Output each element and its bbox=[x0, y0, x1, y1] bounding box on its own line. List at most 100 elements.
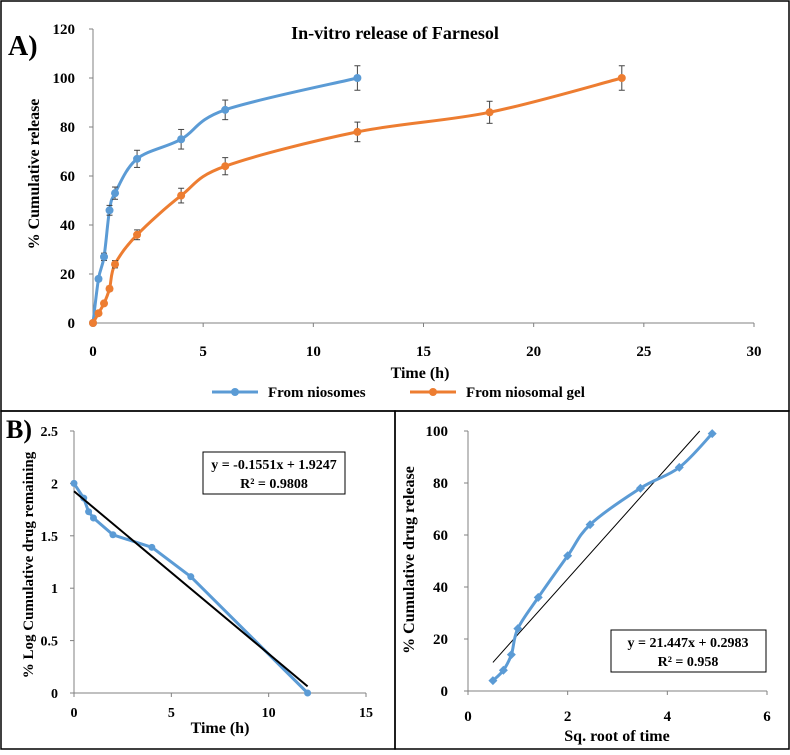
x-tick-label: 15 bbox=[359, 706, 373, 721]
data-point bbox=[100, 299, 109, 308]
trendline bbox=[73, 490, 309, 688]
data-point bbox=[674, 462, 684, 472]
data-point bbox=[221, 162, 230, 171]
series-from-niosomes bbox=[89, 65, 362, 327]
data-point bbox=[187, 573, 195, 581]
chart-b1-equation-box: y = -0.1551x + 1.9247 R² = 0.9808 bbox=[202, 451, 346, 495]
data-point bbox=[70, 479, 78, 487]
chart-b1-xlabel: Time (h) bbox=[191, 720, 250, 737]
y-tick-label: 60 bbox=[60, 169, 75, 185]
data-point bbox=[177, 191, 186, 200]
data-point bbox=[89, 514, 97, 522]
data-point bbox=[617, 74, 626, 82]
chart-b2-r2: R² = 0.958 bbox=[658, 655, 719, 670]
y-tick-label: 40 bbox=[433, 580, 448, 596]
data-point bbox=[111, 260, 120, 269]
chart-a-xlabel: Time (h) bbox=[391, 365, 450, 382]
y-tick-label: 0.5 bbox=[41, 635, 59, 650]
y-tick-label: 0 bbox=[51, 687, 58, 702]
x-tick-label: 0 bbox=[464, 709, 472, 725]
series-line bbox=[491, 432, 714, 682]
data-point bbox=[221, 105, 230, 114]
x-tick-label: 20 bbox=[526, 344, 541, 360]
legend-marker-niosomal-gel bbox=[429, 388, 437, 396]
x-tick-label: 0 bbox=[71, 706, 78, 721]
y-tick-label: 1 bbox=[51, 582, 58, 597]
data-point bbox=[177, 135, 186, 144]
chart-a-ylabel: % Cumulative release bbox=[26, 99, 43, 250]
chart-a-title: In-vitro release of Farnesol bbox=[291, 23, 499, 43]
chart-b2-equation-box: y = 21.447x + 0.2983 R² = 0.958 bbox=[610, 629, 767, 673]
data-point bbox=[353, 74, 362, 82]
series-line bbox=[91, 76, 623, 324]
x-tick-label: 0 bbox=[89, 344, 97, 360]
series-from-niosomal-gel bbox=[89, 65, 626, 327]
y-tick-label: 20 bbox=[60, 267, 75, 283]
x-tick-label: 4 bbox=[664, 709, 672, 725]
chart-b1-ylabel: % Log Cumulative drug remaining bbox=[21, 451, 37, 678]
panel-b2-frame bbox=[394, 410, 790, 750]
legend-label-niosomal-gel: From niosomal gel bbox=[466, 385, 585, 401]
chart-b1-equation: y = -0.1551x + 1.9247 bbox=[211, 458, 337, 473]
data-point bbox=[133, 154, 142, 163]
data-point bbox=[533, 592, 543, 602]
chart-a-legend: From niosomes From niosomal gel bbox=[212, 385, 585, 401]
chart-b2-equation: y = 21.447x + 0.2983 bbox=[628, 636, 749, 651]
y-tick-label: 80 bbox=[433, 476, 448, 492]
y-tick-label: 2.5 bbox=[41, 425, 59, 440]
data-point bbox=[635, 483, 645, 493]
data-point bbox=[498, 665, 508, 675]
data-point bbox=[148, 543, 156, 551]
data-point bbox=[485, 108, 494, 117]
data-point bbox=[513, 624, 523, 634]
chart-a: 0 5 10 15 20 25 30 0 20 40 60 80 100 120 bbox=[53, 22, 762, 360]
data-point bbox=[94, 309, 103, 318]
data-point bbox=[133, 230, 142, 239]
panel-a-frame bbox=[0, 0, 790, 412]
chart-b1-r2: R² = 0.9808 bbox=[240, 477, 308, 492]
y-tick-label: 60 bbox=[433, 528, 448, 544]
y-tick-label: 120 bbox=[53, 22, 76, 38]
x-tick-label: 30 bbox=[747, 344, 762, 360]
x-tick-label: 5 bbox=[199, 344, 207, 360]
series-data bbox=[488, 429, 717, 686]
data-point bbox=[488, 676, 498, 686]
panel-b-label: B) bbox=[6, 415, 32, 444]
y-tick-label: 100 bbox=[426, 424, 449, 440]
data-point bbox=[353, 127, 362, 136]
x-tick-label: 5 bbox=[168, 706, 175, 721]
data-point bbox=[100, 252, 109, 261]
panel-a-label: A) bbox=[8, 31, 38, 62]
y-tick-label: 40 bbox=[60, 218, 75, 234]
data-point bbox=[94, 274, 103, 283]
x-tick-label: 6 bbox=[763, 709, 771, 725]
y-tick-label: 100 bbox=[53, 71, 76, 87]
data-point bbox=[563, 551, 573, 561]
y-tick-label: 0 bbox=[441, 684, 449, 700]
y-tick-label: 80 bbox=[60, 120, 75, 136]
chart-b1: 0 5 10 15 0 0.5 1 1.5 2 2.5 bbox=[41, 425, 374, 721]
data-point bbox=[506, 650, 516, 660]
data-point bbox=[707, 429, 717, 439]
y-tick-label: 2 bbox=[51, 477, 58, 492]
trendline bbox=[492, 430, 701, 663]
chart-b2-equation-frame bbox=[610, 629, 767, 673]
chart-b1-equation-frame bbox=[202, 451, 346, 495]
legend-item-niosomal-gel: From niosomal gel bbox=[410, 385, 585, 401]
y-tick-label: 1.5 bbox=[41, 530, 59, 545]
chart-b2-ylabel: % Cumulative drug release bbox=[401, 466, 418, 654]
data-point bbox=[89, 319, 97, 327]
data-point bbox=[85, 508, 93, 516]
data-point bbox=[585, 520, 595, 530]
chart-b2-xlabel: Sq. root of time bbox=[564, 728, 669, 745]
x-tick-label: 15 bbox=[416, 344, 431, 360]
y-tick-label: 20 bbox=[433, 632, 448, 648]
data-point bbox=[109, 531, 117, 539]
x-tick-label: 10 bbox=[306, 344, 321, 360]
legend-item-niosomes: From niosomes bbox=[212, 385, 366, 401]
data-point bbox=[111, 189, 120, 198]
